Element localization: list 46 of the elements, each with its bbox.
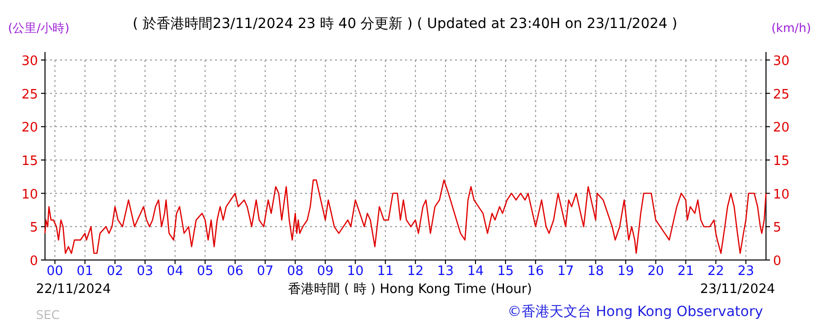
- x-tick-label: 04: [166, 264, 184, 279]
- chart-title: ( 於香港時間23/11/2024 23 時 40 分更新 ) ( Updated at 23:40H on 23/11/2024 ): [132, 16, 678, 32]
- y-tick-label: 5: [30, 220, 38, 236]
- x-tick-label: 14: [467, 264, 484, 279]
- x-tick-label: 19: [617, 264, 634, 279]
- y2-tick-label: 20: [773, 120, 790, 136]
- x-axis-title: 香港時間 ( 時 ) Hong Kong Time (Hour): [288, 282, 532, 297]
- text: ©香港天文台 Hong Kong Observatory: [507, 304, 763, 320]
- y2-tick-label: 0: [773, 254, 782, 269]
- text: 23/11/2024: [700, 282, 775, 297]
- y2-axis-title: (km/h): [771, 21, 811, 35]
- x-tick-label: 05: [196, 264, 214, 279]
- x-tick-label: 23: [738, 264, 754, 279]
- y-tick-label: 0: [30, 254, 38, 269]
- text: SEC: [36, 308, 60, 322]
- x-tick-label: 21: [678, 264, 694, 279]
- y-tick-label: 25: [21, 87, 38, 102]
- x-tick-label: 00: [46, 264, 64, 279]
- x-tick-label: 08: [286, 264, 304, 279]
- x-tick-label: 16: [527, 264, 544, 279]
- y-axis-title: (公里/小時): [8, 21, 70, 35]
- x-tick-label: 01: [76, 264, 94, 279]
- x-tick-label: 10: [347, 264, 364, 279]
- x-tick-label: 22: [708, 264, 724, 279]
- x-tick-label: 18: [587, 264, 604, 279]
- x-tick-label: 11: [377, 264, 394, 279]
- x-tick-label: 06: [226, 264, 244, 279]
- y-tick-label: 15: [21, 154, 38, 169]
- x-tick-label: 15: [497, 264, 514, 279]
- x-tick-label: 17: [557, 264, 574, 279]
- y2-tick-label: 10: [773, 187, 790, 202]
- y2-tick-label: 15: [773, 154, 790, 169]
- x-tick-label: 09: [317, 264, 334, 279]
- y2-tick-label: 25: [773, 87, 790, 102]
- y2-tick-label: 30: [773, 54, 790, 69]
- x-tick-label: 13: [437, 264, 454, 279]
- x-tick-label: 20: [647, 264, 664, 279]
- x-tick-label: 12: [407, 264, 424, 279]
- text: 22/11/2024: [36, 282, 111, 297]
- y2-tick-label: 5: [773, 220, 782, 236]
- y-tick-label: 10: [21, 187, 38, 202]
- x-tick-label: 07: [256, 264, 274, 279]
- y-tick-label: 20: [21, 120, 38, 136]
- x-tick-label: 02: [106, 264, 124, 279]
- x-tick-label: 03: [136, 264, 154, 279]
- y-tick-label: 30: [21, 54, 38, 69]
